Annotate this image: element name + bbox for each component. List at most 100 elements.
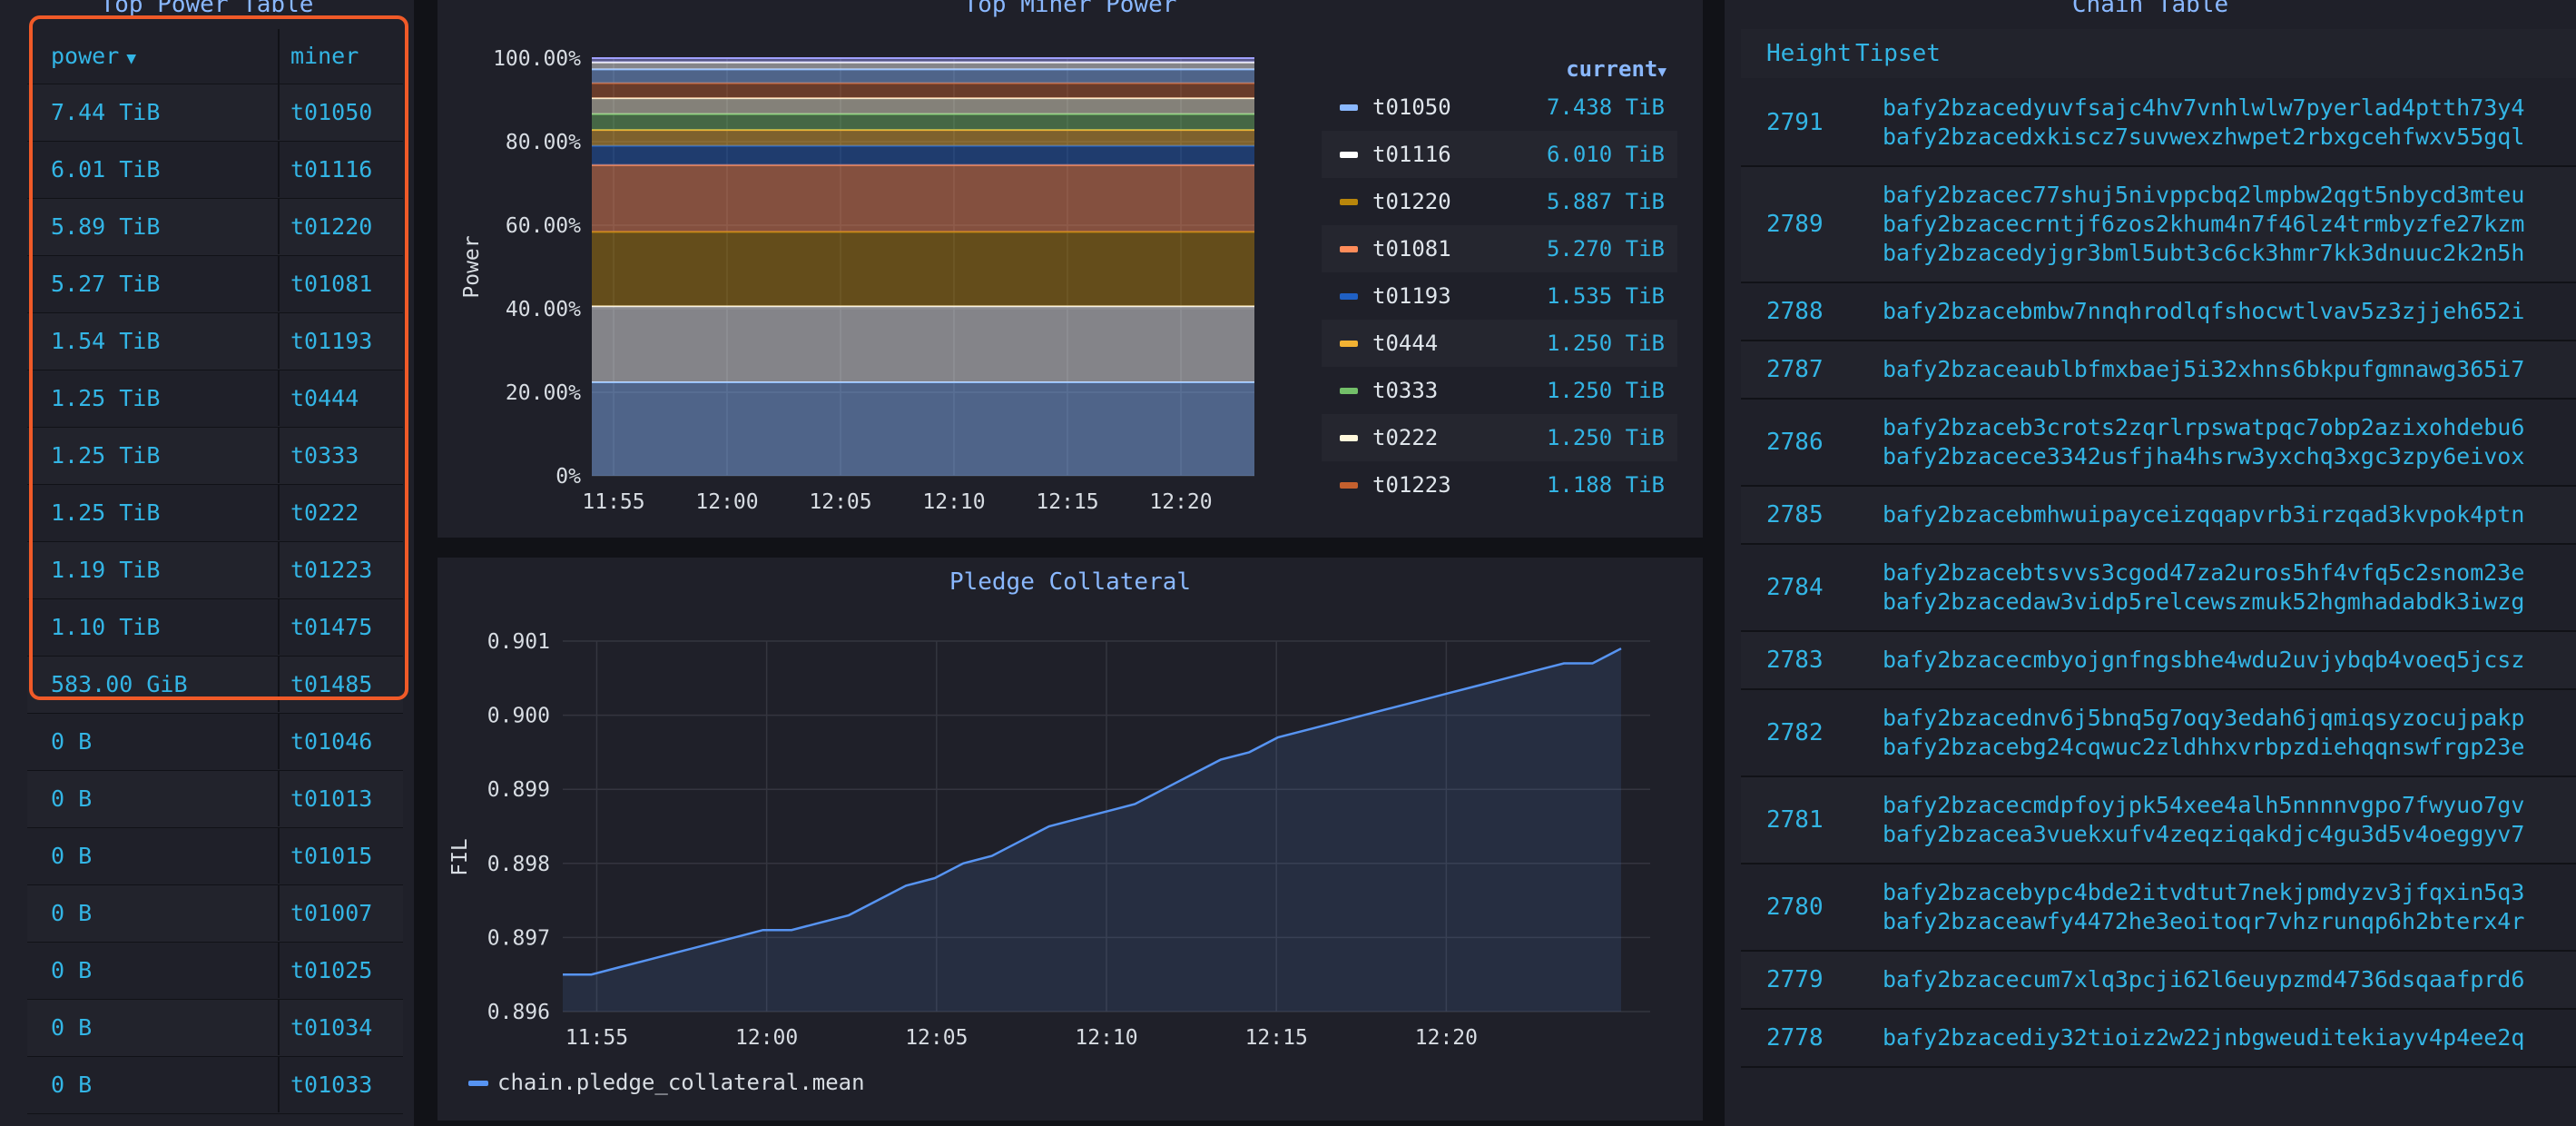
- power-cell: 0 B: [51, 714, 269, 769]
- y-tick-label: 0.896: [487, 1001, 550, 1024]
- height-column-header[interactable]: Height: [1766, 29, 1852, 78]
- miner-cell: t0444: [278, 370, 418, 426]
- legend-name: t01116: [1372, 131, 1451, 178]
- x-tick-label: 12:10: [1075, 1026, 1137, 1050]
- y-tick-label: 40.00%: [506, 298, 581, 321]
- table-row: 2783 bafy2bzacecmbyojgnfngsbhe4wdu2uvjybq…: [1741, 632, 2576, 690]
- tipset-cell[interactable]: bafy2bzacebtsvvs3cgod47za2uros5hf4vfq5c2…: [1883, 558, 2576, 617]
- y-tick-label: 20.00%: [506, 381, 581, 405]
- x-tick-label: 12:05: [905, 1026, 968, 1050]
- legend-value: 1.250 TiB: [1547, 320, 1665, 367]
- tipset-cell[interactable]: bafy2bzacec77shuj5nivppcbq2lmpbw2qgt5nby…: [1883, 181, 2576, 268]
- miner-cell: t01081: [278, 256, 418, 311]
- legend-sort-current[interactable]: current▼: [1322, 54, 1677, 84]
- series-swatch: [1340, 435, 1358, 441]
- miner-column-header[interactable]: miner: [278, 29, 418, 84]
- power-cell: 1.25 TiB: [51, 485, 269, 540]
- legend-value: 7.438 TiB: [1547, 84, 1665, 131]
- tipset-cell[interactable]: bafy2bzaceaublbfmxbaej5i32xhns6bkpufgmna…: [1883, 355, 2576, 384]
- power-cell: 5.89 TiB: [51, 199, 269, 254]
- height-cell: 2788: [1766, 298, 1824, 325]
- tipset-column-header[interactable]: Tipset: [1855, 29, 1941, 78]
- series-area-t01116: [592, 306, 1254, 382]
- legend-name: t0333: [1372, 367, 1438, 414]
- power-cell: 0 B: [51, 943, 269, 998]
- tipset-cell[interactable]: bafy2bzacebmhwuipayceizqqapvrb3irzqad3kv…: [1883, 500, 2576, 529]
- tipset-cell[interactable]: bafy2bzacecmbyojgnfngsbhe4wdu2uvjybqb4vo…: [1883, 646, 2576, 675]
- tipset-cell[interactable]: bafy2bzacednv6j5bnq5g7oqy3edah6jqmiqsyzo…: [1883, 704, 2576, 762]
- chain-table-title: Chain Table: [1725, 0, 2576, 18]
- power-cell: 6.01 TiB: [51, 142, 269, 197]
- legend-value: 1.250 TiB: [1547, 367, 1665, 414]
- x-tick-label: 12:15: [1245, 1026, 1308, 1050]
- y-tick-label: 80.00%: [506, 131, 581, 154]
- y-axis-label: Power: [460, 235, 484, 298]
- tipset-cell[interactable]: bafy2bzacediy32tioiz2w22jnbgweuditekiayv…: [1883, 1023, 2576, 1052]
- legend-name: t01220: [1372, 178, 1451, 225]
- miner-cell: t01046: [278, 714, 418, 769]
- legend-item[interactable]: t01050 7.438 TiB: [1322, 84, 1677, 131]
- legend-value: 1.250 TiB: [1547, 414, 1665, 461]
- tipset-cell[interactable]: bafy2bzacecum7xlq3pcji62l6euypzmd4736dsq…: [1883, 965, 2576, 994]
- miner-cell: t01485: [278, 657, 418, 712]
- tipset-cell[interactable]: bafy2bzacebmbw7nnqhrodlqfshocwtlvav5z3zj…: [1883, 297, 2576, 326]
- legend-name: t01223: [1372, 461, 1451, 509]
- top-miner-power-panel: Top Miner Power 0%20.00%40.00%60.00%80.0…: [438, 0, 1703, 538]
- miner-cell: t01220: [278, 199, 418, 254]
- tipset-cell[interactable]: bafy2bzacedyuvfsajc4hv7vnhlwlw7pyerlad4p…: [1883, 94, 2576, 152]
- legend-item[interactable]: t0333 1.250 TiB: [1322, 367, 1677, 414]
- miner-cell: t01013: [278, 771, 418, 826]
- power-column-header[interactable]: power▼: [51, 29, 269, 84]
- height-cell: 2781: [1766, 806, 1824, 834]
- x-tick-label: 11:55: [582, 490, 644, 514]
- y-tick-label: 0.898: [487, 853, 550, 876]
- tipset-cell[interactable]: bafy2bzaceb3crots2zqrlrpswatpqc7obp2azix…: [1883, 413, 2576, 471]
- series-swatch: [1340, 388, 1358, 394]
- table-row: 2788 bafy2bzacebmbw7nnqhrodlqfshocwtlvav5…: [1741, 283, 2576, 341]
- x-tick-label: 12:15: [1036, 490, 1098, 514]
- top-power-table-title: Top Power Table: [0, 0, 414, 18]
- pledge-legend-item[interactable]: chain.pledge_collateral.mean: [468, 1070, 865, 1095]
- series-area-t01050: [592, 382, 1254, 476]
- series-area-t0444: [592, 130, 1254, 145]
- y-tick-label: 0.901: [487, 630, 550, 654]
- legend-name: t01050: [1372, 84, 1451, 131]
- miner-cell: t0333: [278, 428, 418, 483]
- chain-table-header-row: Height Tipset: [1741, 29, 2576, 78]
- legend-value: 5.270 TiB: [1547, 225, 1665, 272]
- x-tick-label: 11:55: [565, 1026, 628, 1050]
- series-swatch: [1340, 104, 1358, 111]
- height-cell: 2783: [1766, 647, 1824, 674]
- tipset-cell[interactable]: bafy2bzacecmdpfoyjpk54xee4alh5nnnnvgpo7f…: [1883, 791, 2576, 849]
- tipset-cell[interactable]: bafy2bzacebypc4bde2itvdtut7nekjpmdyzv3jf…: [1883, 878, 2576, 936]
- miner-cell: t01223: [278, 542, 418, 598]
- sort-desc-icon: ▼: [126, 49, 136, 68]
- miner-cell: t01050: [278, 84, 418, 140]
- power-cell: 5.27 TiB: [51, 256, 269, 311]
